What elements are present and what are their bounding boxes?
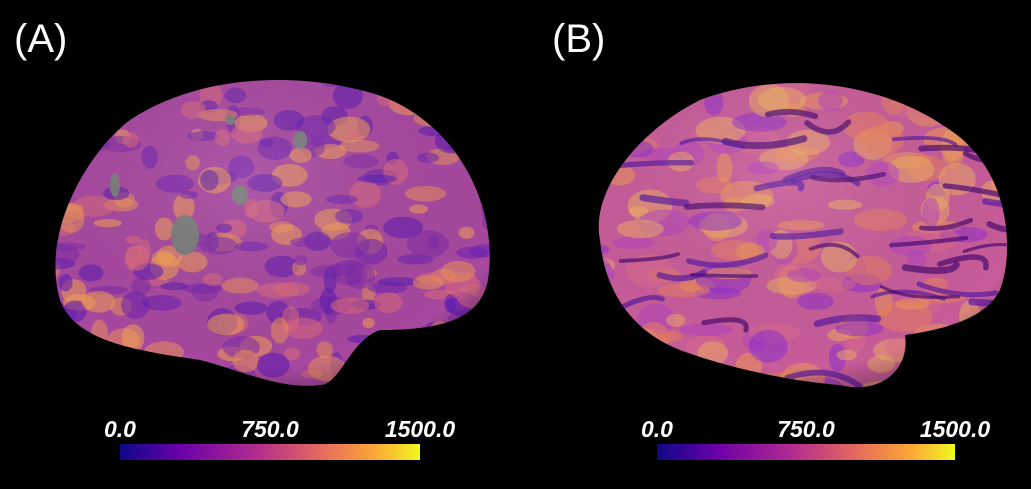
colorbar-tick-label: 1500.0 (385, 416, 456, 442)
colorbar-tick-label: 0.0 (104, 416, 136, 442)
colorbar-tick-label: 750.0 (241, 416, 299, 442)
brain-inflated (55, 80, 490, 386)
panel-label: (A) (14, 17, 67, 61)
brain-pial (598, 83, 1008, 388)
colorbar-tick-label: 1500.0 (920, 416, 991, 442)
colorbar (120, 444, 420, 460)
panel-label: (B) (552, 17, 605, 61)
colorbar-tick-label: 0.0 (641, 416, 673, 442)
colorbar (657, 444, 955, 460)
colorbar-tick-label: 750.0 (777, 416, 835, 442)
